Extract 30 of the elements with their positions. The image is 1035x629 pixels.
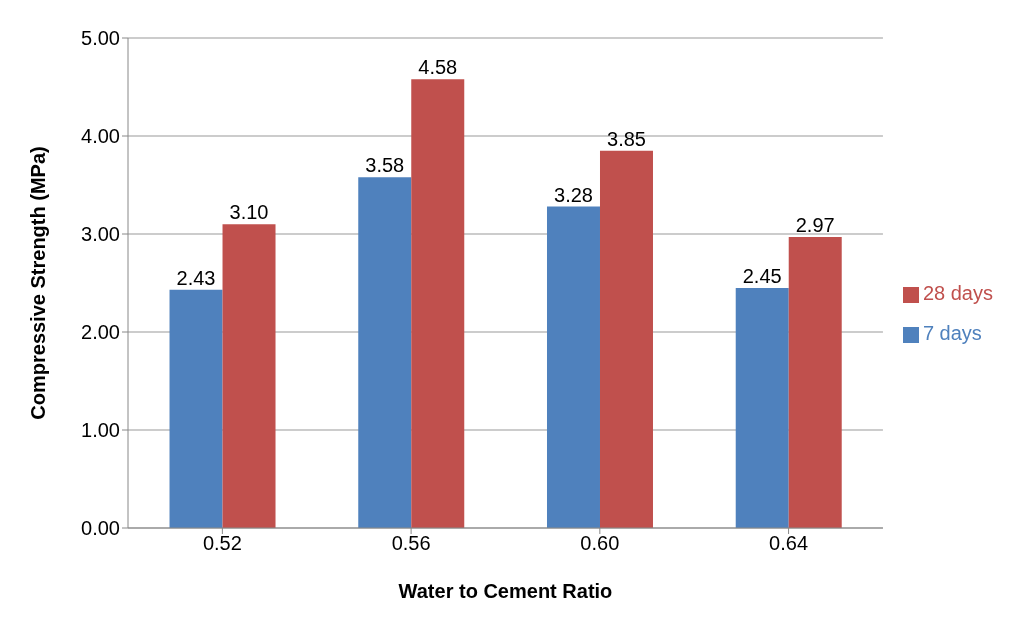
x-axis-title: Water to Cement Ratio (398, 580, 613, 602)
data-label: 3.10 (229, 201, 269, 224)
bar (222, 224, 276, 528)
data-label: 2.43 (176, 266, 216, 289)
y-tick-label: 1.00 (81, 419, 120, 442)
y-tick-label: 5.00 (81, 27, 120, 50)
bar (358, 177, 412, 528)
x-tick-label: 0.52 (202, 532, 242, 555)
y-tick-label: 3.00 (81, 223, 120, 246)
data-label: 3.28 (554, 183, 593, 206)
x-tick-label: 0.64 (769, 532, 809, 555)
bar (735, 287, 789, 528)
data-label: 2.45 (742, 264, 782, 287)
bar (169, 289, 223, 528)
bar (546, 206, 600, 528)
bar (411, 79, 465, 528)
y-axis-title: Compressive Strength (MPa) (27, 146, 50, 420)
bar (788, 236, 842, 528)
x-tick-label: 0.60 (580, 532, 620, 555)
legend-label: 7 days (922, 322, 982, 344)
data-label: 3.85 (607, 127, 646, 150)
data-label: 3.58 (365, 154, 405, 177)
bar (599, 150, 653, 528)
y-tick-label: 4.00 (81, 125, 120, 148)
legend-label: 28 days (922, 282, 993, 304)
data-label: 2.97 (795, 213, 835, 236)
y-tick-label: 2.00 (81, 321, 120, 344)
data-label: 4.58 (418, 56, 458, 79)
x-tick-label: 0.56 (391, 532, 431, 555)
y-tick-label: 0.00 (81, 517, 120, 540)
